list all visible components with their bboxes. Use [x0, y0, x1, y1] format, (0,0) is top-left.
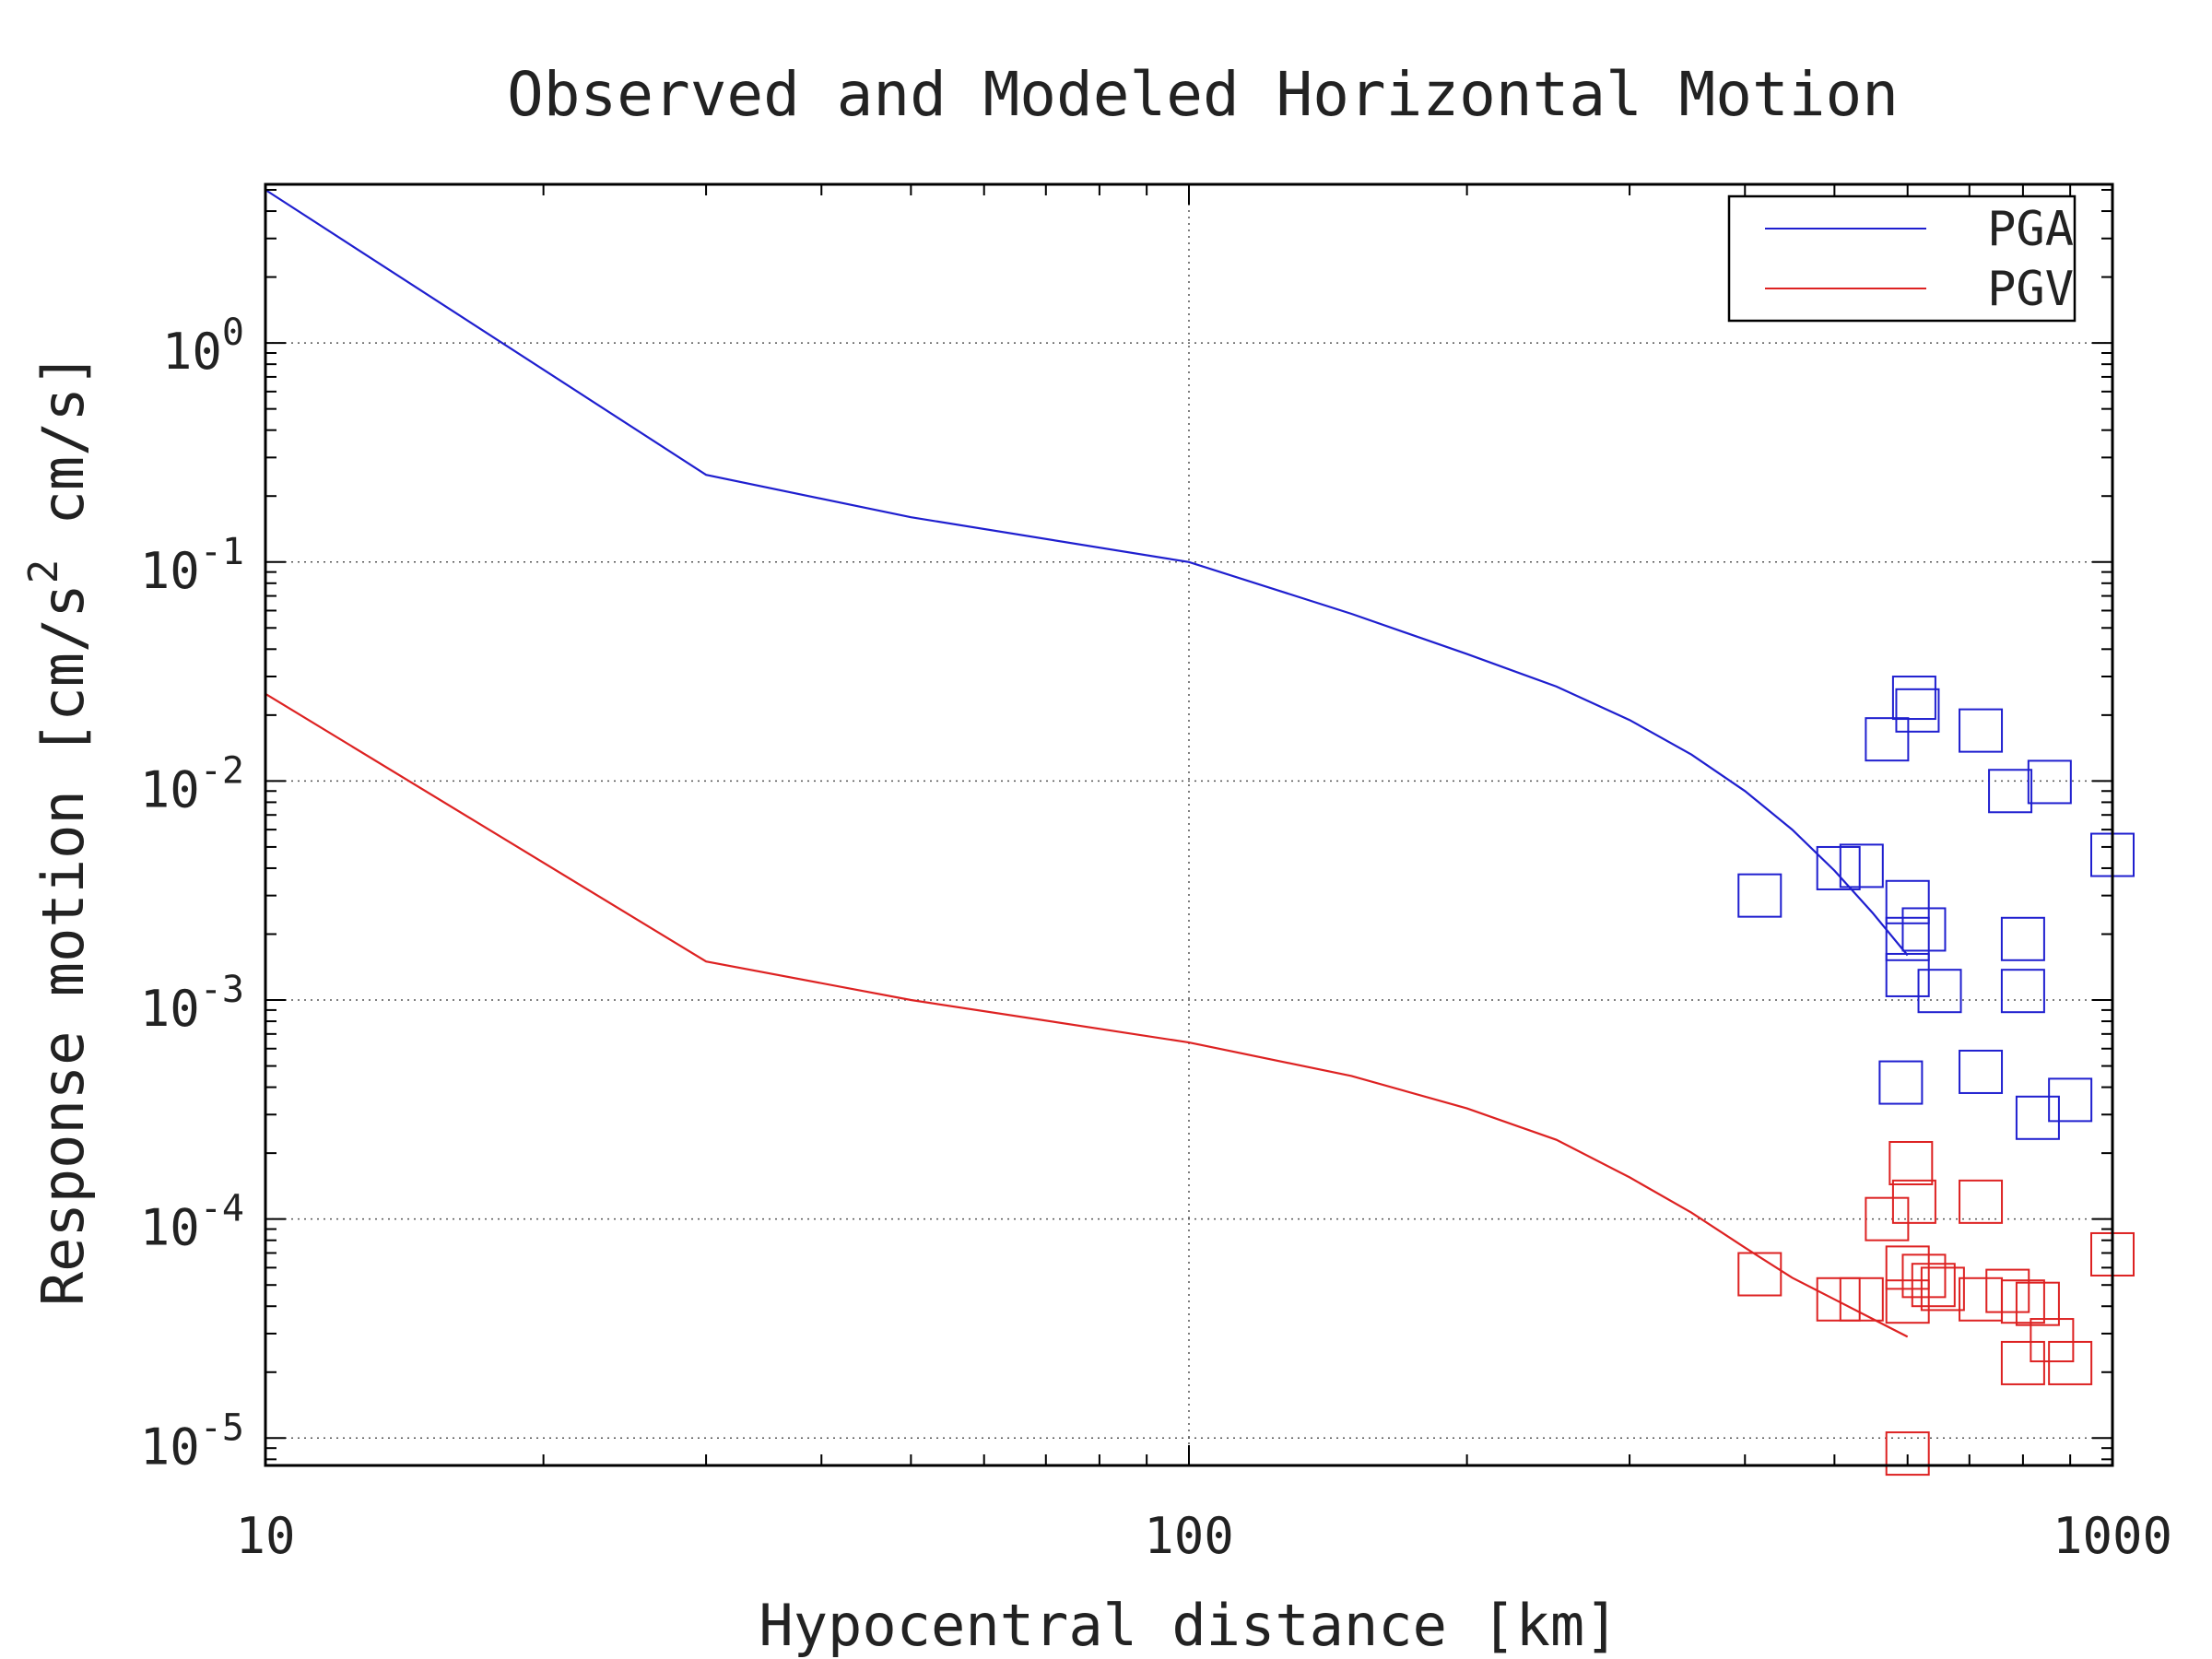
y-tick-label: 100	[162, 312, 244, 381]
y-axis-label-main: Response motion [cm/s	[29, 583, 97, 1306]
observed-point-pgv	[1839, 1277, 1884, 1322]
observed-point-pgv	[2000, 1279, 2045, 1324]
observed-point-pgv	[1885, 1431, 1930, 1477]
observed-point-pgv	[1901, 1253, 1947, 1299]
observed-point-pgv	[2030, 1318, 2075, 1363]
observed-points	[1737, 676, 2135, 1477]
observed-point-pgv	[1816, 1277, 1861, 1322]
observed-point-pga	[2000, 916, 2045, 961]
x-tick-label: 100	[1144, 1507, 1234, 1565]
observed-point-pga	[1885, 916, 1930, 961]
observed-point-pga	[1737, 873, 1783, 918]
observed-point-pga	[1895, 688, 1940, 733]
model-line-pga	[265, 189, 1909, 957]
model-lines	[265, 189, 1909, 1338]
observed-point-pga	[2027, 759, 2072, 805]
observed-point-pgv	[1920, 1266, 1965, 1312]
model-line-pgv	[265, 692, 1909, 1338]
observed-point-pga	[2015, 1095, 2060, 1140]
axis-ticks	[265, 184, 2112, 1465]
y-tick-labels: 100 10-1 10-2 10-3 10-4 10-5	[140, 312, 244, 1476]
legend-box	[1727, 194, 2077, 323]
legend-pga-label: PGA	[1987, 202, 2074, 257]
observed-point-pga	[1885, 952, 1930, 997]
observed-point-pga	[1878, 1060, 1924, 1105]
observed-point-pga	[1816, 845, 1861, 890]
observed-point-pga	[1959, 708, 2004, 753]
x-tick-labels: 10 100 1000	[235, 1507, 2172, 1565]
y-tick-label: 10-2	[140, 749, 244, 818]
observed-point-pgv	[1737, 1252, 1783, 1297]
x-tick-label: 10	[235, 1507, 295, 1565]
observed-point-pga	[1917, 969, 1962, 1014]
observed-point-pga	[1891, 676, 1936, 721]
y-tick-label: 10-3	[140, 969, 244, 1038]
observed-point-pga	[1959, 1049, 2004, 1094]
observed-point-pga	[2000, 969, 2045, 1014]
legend: PGA PGV	[1727, 194, 2077, 323]
observed-point-pgv	[1891, 1179, 1936, 1224]
legend-pgv-label: PGV	[1987, 262, 2074, 317]
observed-point-pga	[1988, 769, 2033, 814]
observed-point-pgv	[1985, 1268, 2030, 1313]
observed-point-pga	[2048, 1077, 2093, 1123]
observed-point-pga	[1865, 717, 1910, 762]
y-axis-label: Response motion [cm/s2 cm/s]	[20, 353, 97, 1306]
observed-point-pgv	[1865, 1196, 1910, 1241]
observed-point-pga	[1901, 907, 1947, 952]
observed-point-pgv	[1959, 1179, 2004, 1224]
y-tick-label: 10-4	[140, 1188, 244, 1257]
chart-title: Observed and Modeled Horizontal Motion	[507, 59, 1899, 130]
y-axis-label-tail: cm/s]	[29, 353, 97, 559]
x-axis-label: Hypocentral distance [km]	[759, 1592, 1618, 1659]
observed-point-pga	[1885, 879, 1930, 924]
observed-point-pgv	[2048, 1340, 2093, 1385]
observed-point-pga	[1839, 843, 1884, 888]
observed-point-pgv	[1911, 1263, 1956, 1308]
observed-point-pgv	[2000, 1340, 2045, 1385]
observed-point-pgv	[1885, 1279, 1930, 1324]
y-tick-label: 10-5	[140, 1406, 244, 1476]
observed-point-pgv	[2015, 1281, 2060, 1326]
y-axis-label-superscript: 2	[20, 559, 67, 584]
y-tick-label: 10-1	[140, 531, 244, 600]
observed-point-pgv	[1888, 1141, 1934, 1186]
x-tick-label: 1000	[2053, 1507, 2172, 1565]
